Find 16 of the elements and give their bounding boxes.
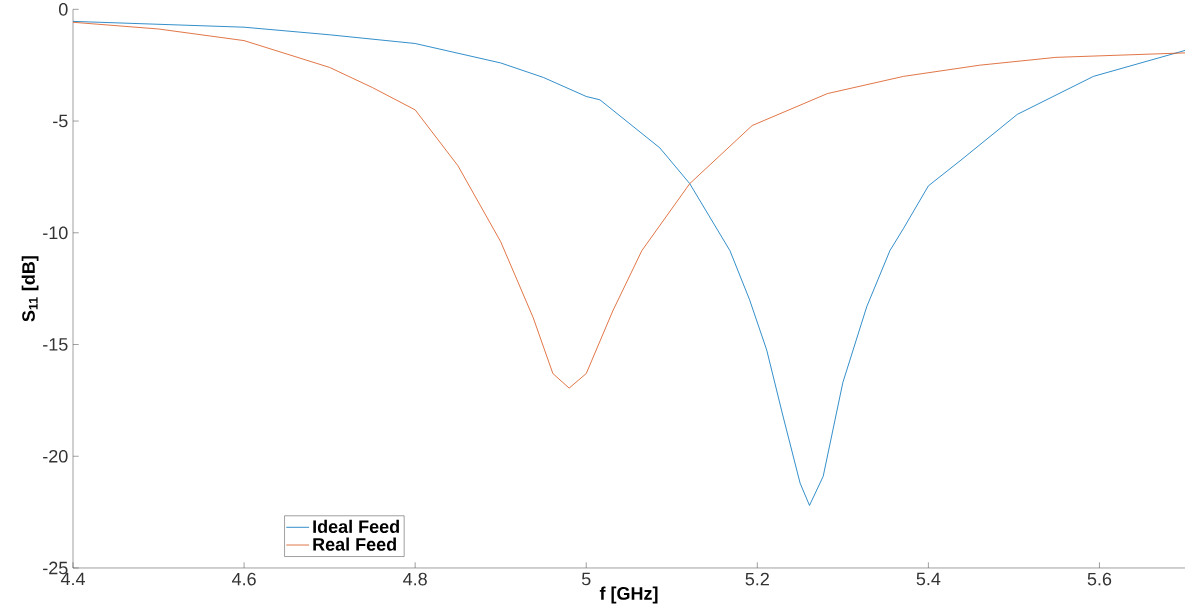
x-axis-title: f [GHz]	[599, 586, 658, 604]
x-tick-label: 5	[581, 572, 591, 586]
legend-label: Ideal Feed	[313, 519, 399, 533]
x-tick-label: 5.2	[745, 572, 769, 586]
y-tick-label: -20	[43, 449, 68, 463]
x-tick-label: 5.4	[916, 572, 941, 586]
x-tick-label: 5.6	[1087, 572, 1112, 586]
line-series	[72, 21, 1186, 389]
y-tick-label: -5	[53, 114, 68, 128]
x-tick-label: 4.8	[403, 572, 427, 586]
y-tick-label: -10	[43, 226, 68, 240]
y-axis-title: S$_{11}$ [dB]	[21, 256, 39, 322]
legend-label: Real Feed	[313, 537, 396, 551]
x-tick-label: 4.6	[231, 572, 256, 586]
y-tick-label: 0	[59, 2, 68, 16]
y-tick-label: -15	[43, 338, 68, 351]
